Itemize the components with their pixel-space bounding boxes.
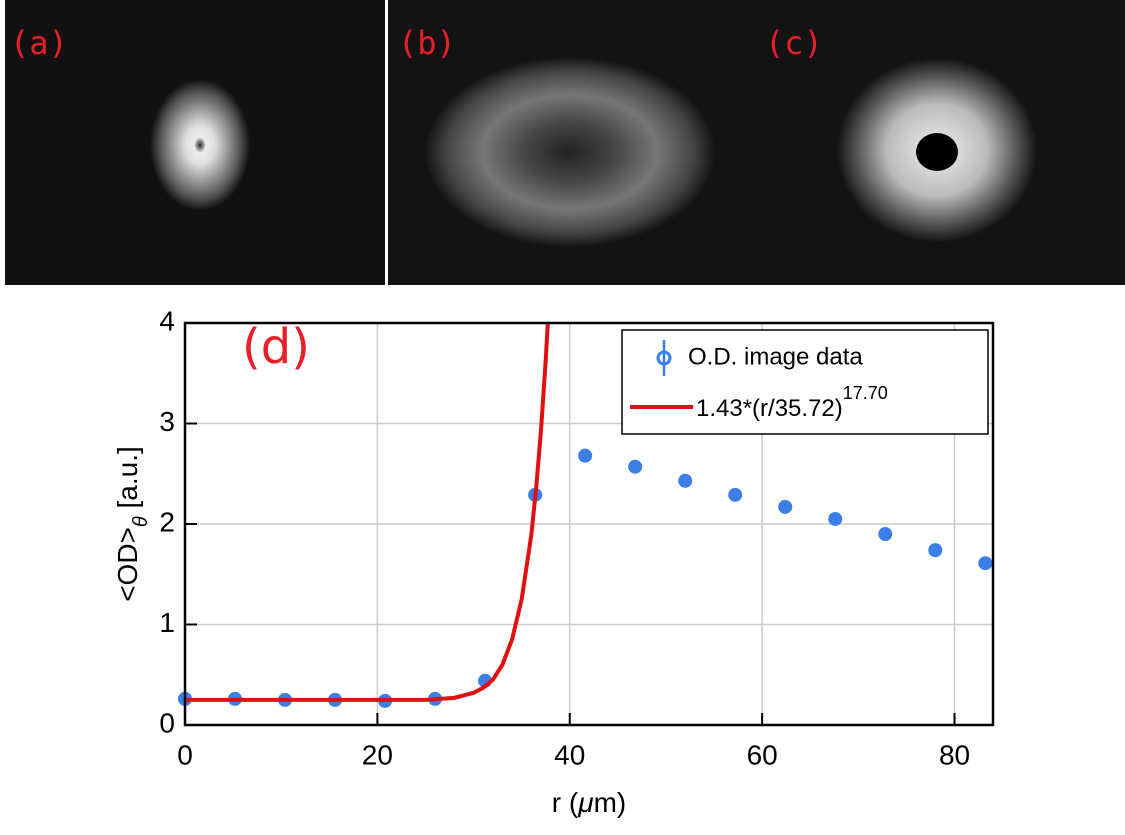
image-a (150, 79, 250, 211)
y-tick-label: 3 (159, 406, 175, 437)
data-point (778, 499, 793, 514)
annotation: (d) (242, 319, 310, 375)
x-tick-label: 0 (177, 739, 193, 770)
data-point (978, 556, 993, 571)
data-point (678, 473, 693, 488)
image-panels: (a) (b) (c) (5, 0, 1125, 285)
y-axis-label: θ (130, 516, 152, 527)
x-tick-label: 60 (747, 739, 778, 770)
x-axis-label: m) (594, 787, 627, 818)
data-point (928, 543, 943, 558)
x-tick-label: 20 (362, 739, 393, 770)
panel-label: (b) (398, 24, 456, 62)
panel-label: (a) (10, 24, 68, 62)
y-tick-label: 0 (159, 707, 175, 738)
legend (621, 329, 989, 435)
y-tick-label: 1 (159, 607, 175, 638)
y-axis-label: <OD>θ [a.u.] (112, 446, 152, 602)
image-c-hole (916, 133, 958, 171)
legend-superscript: 17.70 (843, 383, 888, 403)
data-point (828, 511, 843, 526)
panel-label: (c) (765, 24, 823, 62)
y-tick-label: 4 (159, 305, 175, 336)
plot: 0 20 40 60 80 0 1 2 3 4 (d) O.D. image data 1.43*(r/… (112, 305, 995, 818)
fit-line (185, 323, 550, 702)
x-axis-label: r (μm) (552, 787, 626, 818)
data-point (728, 487, 743, 502)
image-b (425, 57, 715, 247)
legend-marker (656, 350, 672, 366)
plot-frame (183, 321, 995, 727)
y-tick-label: 2 (159, 506, 175, 537)
legend-label: O.D. image data (688, 343, 863, 370)
data-point (578, 448, 593, 463)
x-tick-label: 80 (939, 739, 970, 770)
legend-label: 1.43*(r/35.72)17.70 (696, 383, 888, 423)
y-axis-label: [a.u.] (112, 446, 143, 516)
x-axis-label: r ( (552, 787, 579, 818)
legend-label: 1.43*(r/35.72) (696, 395, 843, 422)
x-axis-label: μ (577, 787, 593, 818)
y-axis-label: <OD> (112, 527, 143, 602)
data-point (628, 459, 643, 474)
data-point (878, 527, 893, 542)
x-tick-label: 40 (554, 739, 585, 770)
